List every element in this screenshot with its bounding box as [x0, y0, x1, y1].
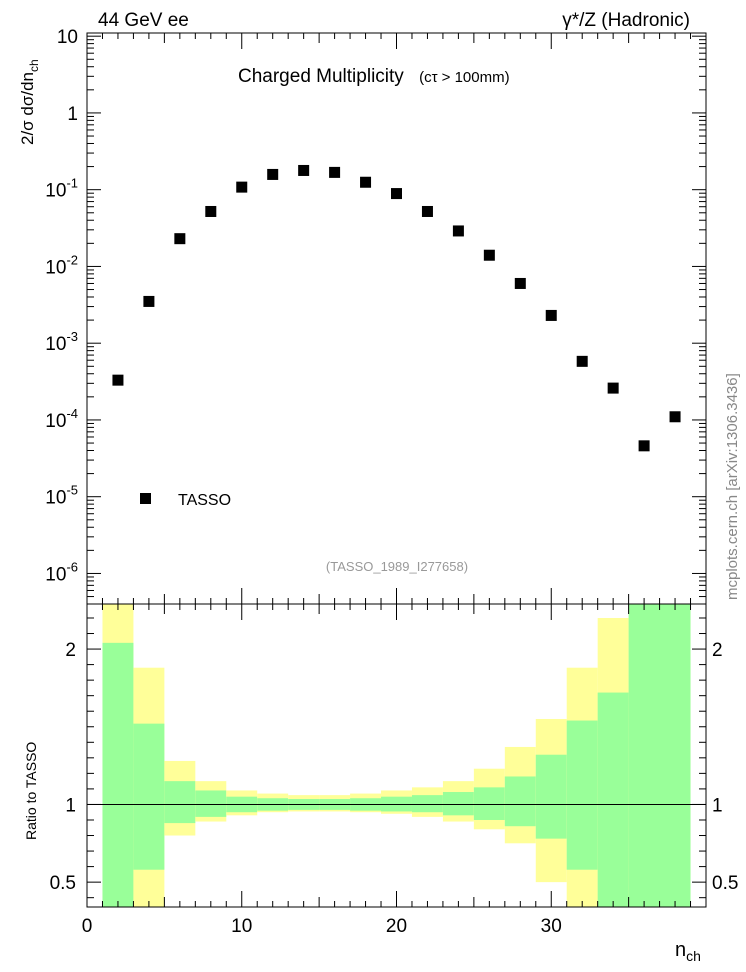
y-axis-label-main: 2/σ dσ/dn	[18, 72, 37, 145]
header-right: γ*/Z (Hadronic)	[562, 10, 690, 31]
main-y-tick-label-0: 10-6	[45, 559, 78, 585]
ratio-inner-band-17	[628, 604, 691, 907]
ratio-inner-band-16	[597, 692, 629, 907]
ratio-panel-ticks: 0 10 20 30 0.5 0.5 1 1 2 2	[50, 604, 738, 937]
main-y-tick-base: 10	[45, 334, 66, 355]
ratio-y-axis-label: Ratio to TASSO	[23, 742, 39, 840]
main-y-tick-base: 10	[45, 411, 66, 432]
ratio-y-tick-label-1: 1	[65, 795, 76, 816]
main-y-tick-base: 10	[45, 564, 66, 585]
ratio-inner-band-15	[566, 720, 598, 870]
ratio-inner-band-2	[164, 781, 196, 824]
main-y-tick-exp: -5	[66, 483, 78, 498]
x-axis-label-sub: ch	[686, 948, 701, 964]
ratio-bands	[102, 604, 691, 907]
plot-title-main: Charged Multiplicity	[238, 66, 404, 87]
data-point-3	[205, 205, 217, 217]
header-left: 44 GeV ee	[98, 10, 189, 31]
main-y-tick-label-1: 10-5	[45, 483, 78, 509]
main-frame-rect	[86, 32, 707, 605]
data-point-2	[174, 233, 186, 245]
main-y-tick-base: 10	[45, 488, 66, 509]
x-tick-label-3: 30	[541, 916, 562, 937]
x-tick-label-2: 20	[386, 916, 407, 937]
y-axis-label: 2/σ dσ/dnch	[18, 59, 41, 145]
main-y-tick-base: 10	[45, 181, 66, 202]
data-point-6	[298, 164, 310, 176]
data-point-11	[452, 225, 464, 237]
data-point-16	[607, 382, 619, 394]
data-point-14	[545, 309, 557, 321]
ratio-y-tick-label-2: 2	[65, 640, 76, 661]
ratio-y-tick-label-0: 0.5	[50, 873, 76, 894]
plot-title: Charged Multiplicity (cτ > 100mm)	[238, 66, 510, 87]
data-point-5	[267, 168, 279, 180]
main-y-tick-label-5: 10-1	[45, 176, 78, 202]
y-axis-label-sub: ch	[27, 59, 41, 72]
x-tick-label-0: 0	[82, 916, 93, 937]
ratio-inner-band-13	[504, 776, 536, 827]
ratio-inner-band-12	[473, 787, 505, 820]
ratio-inner-band-11	[442, 792, 474, 816]
ratio-inner-band-3	[195, 790, 227, 817]
main-y-tick-exp: -4	[66, 406, 78, 421]
x-tick-label-1: 10	[231, 916, 252, 937]
data-point-7	[329, 166, 341, 178]
main-panel-frame	[86, 32, 707, 605]
ratio-inner-band-1	[133, 723, 165, 870]
data-point-10	[421, 205, 433, 217]
main-y-tick-exp: -3	[66, 329, 78, 344]
legend-label: TASSO	[178, 492, 231, 509]
data-point-15	[576, 355, 588, 367]
main-y-tick-label-3: 10-3	[45, 329, 78, 355]
data-point-9	[391, 188, 402, 200]
data-point-0	[112, 374, 124, 386]
ratio-inner-band-14	[535, 754, 567, 839]
x-axis-label: nch	[675, 939, 701, 964]
main-y-tick-label-2: 10-4	[45, 406, 78, 432]
plot-title-suffix: (cτ > 100mm)	[419, 69, 510, 86]
main-y-tick-exp: -1	[66, 176, 78, 191]
ratio-inner-band-10	[411, 795, 443, 813]
data-point-1	[143, 295, 155, 307]
legend-marker	[140, 493, 151, 504]
ratio-y-tick-label-right-1: 1	[712, 795, 723, 816]
x-axis-label-main: n	[675, 939, 686, 961]
main-y-tick-exp: -2	[66, 252, 78, 267]
data-point-12	[483, 249, 495, 261]
main-y-tick-label-6: 1	[67, 104, 78, 125]
ratio-y-tick-label-right-2: 2	[712, 640, 723, 661]
ratio-inner-band-0	[102, 642, 134, 907]
data-point-8	[360, 176, 372, 188]
data-point-18	[669, 411, 681, 423]
data-point-4	[236, 181, 248, 193]
main-y-tick-base: 10	[45, 257, 66, 278]
data-point-13	[514, 277, 526, 289]
ratio-y-tick-label-right-0: 0.5	[712, 873, 738, 894]
main-y-tick-label-7: 10	[57, 27, 78, 48]
main-y-tick-label-4: 10-2	[45, 252, 78, 278]
side-watermark-label: mcplots.cern.ch [arXiv:1306.3436]	[724, 373, 741, 600]
analysis-tag: (TASSO_1989_I277658)	[326, 559, 468, 574]
data-series-tasso	[112, 164, 681, 452]
data-point-17	[638, 440, 650, 452]
main-y-tick-exp: -6	[66, 559, 78, 574]
